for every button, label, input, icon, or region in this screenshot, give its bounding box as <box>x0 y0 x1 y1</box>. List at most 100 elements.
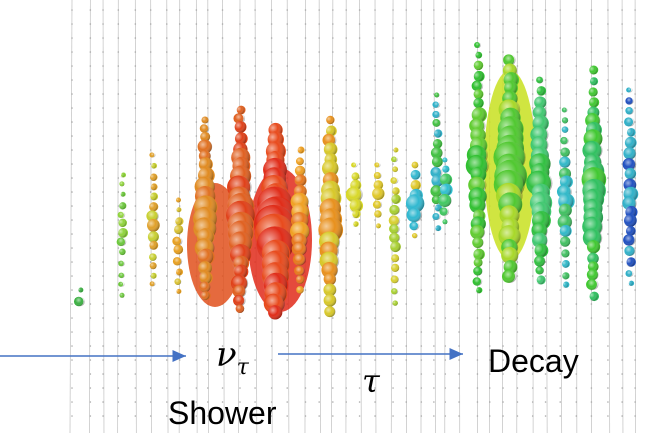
dom <box>221 79 224 81</box>
dom <box>634 177 636 179</box>
dom <box>332 37 334 39</box>
dom <box>318 93 320 95</box>
hit-shading <box>472 97 484 109</box>
dom <box>358 261 361 263</box>
dom <box>345 205 348 207</box>
dom <box>89 135 92 137</box>
hit-shading <box>536 76 544 84</box>
dom <box>117 37 120 39</box>
dom <box>444 51 447 53</box>
dom <box>89 163 92 165</box>
dom <box>345 121 348 123</box>
hit-shading <box>234 113 246 124</box>
dom <box>117 289 120 291</box>
dom <box>458 149 460 151</box>
dom <box>544 359 547 361</box>
dom <box>621 401 623 403</box>
dom <box>195 331 198 333</box>
dom <box>149 317 152 319</box>
dom <box>590 51 593 53</box>
dom <box>254 121 256 123</box>
dom <box>149 51 152 53</box>
hit-shading <box>588 87 598 97</box>
dom <box>358 415 361 417</box>
hit-shading <box>588 77 598 86</box>
hit-shading <box>174 278 182 285</box>
dom <box>420 9 423 11</box>
dom <box>318 23 320 25</box>
hit-shading <box>503 81 517 95</box>
dom <box>206 23 209 25</box>
hit-shading <box>586 240 600 254</box>
hit-shading <box>391 288 399 295</box>
dom <box>149 135 152 137</box>
dom <box>286 163 289 165</box>
tau-label: τ <box>362 362 381 400</box>
hit-shading <box>321 262 339 279</box>
dom <box>634 359 636 361</box>
dom <box>392 373 394 375</box>
dom <box>254 177 256 179</box>
dom <box>165 51 168 53</box>
dom <box>178 65 181 67</box>
dom <box>102 177 104 179</box>
dom <box>239 317 241 319</box>
dom <box>420 331 423 333</box>
hit-shading <box>198 271 212 285</box>
dom <box>374 51 376 53</box>
dom <box>575 121 578 123</box>
dom <box>575 191 578 193</box>
dom <box>392 37 394 39</box>
dom <box>149 359 152 361</box>
dom <box>318 51 320 53</box>
dom <box>270 51 273 53</box>
hit-shading <box>200 131 210 142</box>
dom <box>345 93 348 95</box>
hit-shading <box>391 187 399 195</box>
hit-shading <box>118 202 126 210</box>
dom <box>286 401 289 403</box>
dom <box>149 401 152 403</box>
hit-shading <box>267 305 283 320</box>
dom <box>531 359 534 361</box>
hit-shading <box>412 232 418 239</box>
dom <box>516 359 519 361</box>
dom <box>374 79 376 81</box>
dom <box>502 51 504 53</box>
dom <box>358 317 361 319</box>
hit-shading <box>392 166 398 173</box>
dom <box>71 373 73 375</box>
hit-shading <box>352 162 358 168</box>
dom <box>239 9 241 11</box>
dom <box>134 65 137 67</box>
dom <box>178 317 181 319</box>
dom <box>102 149 104 151</box>
dom <box>89 303 92 305</box>
dom <box>102 121 104 123</box>
dom <box>178 93 181 95</box>
dom <box>71 163 73 165</box>
dom <box>318 135 320 137</box>
dom <box>345 233 348 235</box>
dom <box>575 177 578 179</box>
dom <box>117 331 120 333</box>
dom <box>165 317 168 319</box>
dom <box>621 23 623 25</box>
hit-shading <box>149 262 157 270</box>
hit-shading <box>292 241 308 256</box>
dom <box>165 401 168 403</box>
dom <box>117 65 120 67</box>
dom <box>71 121 73 123</box>
dom <box>621 317 623 319</box>
dom <box>433 51 435 53</box>
hit-shading <box>623 158 637 171</box>
hit-shading <box>560 249 570 258</box>
dom <box>458 261 460 263</box>
dom <box>544 289 547 291</box>
hit-shading <box>175 207 181 213</box>
hit-shading <box>119 172 125 178</box>
dom <box>405 79 408 81</box>
dom <box>102 79 104 81</box>
dom <box>420 359 423 361</box>
hit-shading <box>323 283 337 297</box>
